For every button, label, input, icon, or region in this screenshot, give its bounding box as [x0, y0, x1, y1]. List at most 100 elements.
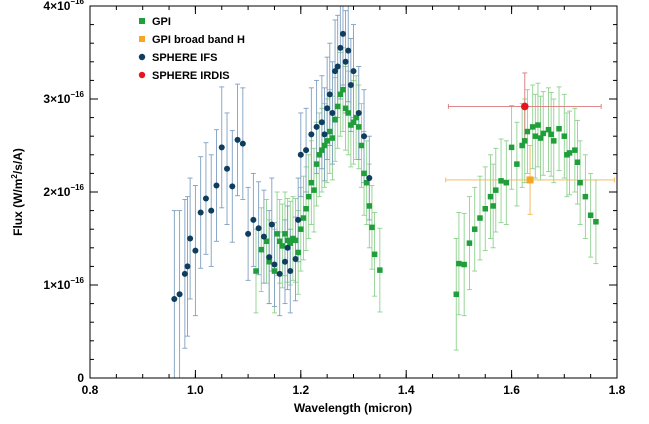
- gpi-point: [303, 205, 309, 212]
- gpi-point: [508, 144, 515, 151]
- gpi-point: [524, 128, 531, 135]
- sphere-ifs-point: [171, 295, 178, 302]
- sphere-ifs-point: [234, 136, 241, 143]
- sphere-ifs-point: [342, 58, 349, 65]
- y-tick-label: 2×10−16: [43, 183, 84, 199]
- gpi-point: [490, 203, 496, 209]
- axes-ticks: [89, 5, 618, 379]
- sphere-ifs-point: [318, 119, 325, 126]
- y-tick-labels: 0 1×10−16 2×10−16 3×10−16 4×10−16: [43, 0, 84, 385]
- sphere-ifs-point: [287, 268, 294, 275]
- legend-label-sphere-irdis: SPHERE IRDIS: [152, 70, 230, 82]
- legend-marker-gpi: [139, 18, 145, 24]
- gpi-point: [537, 135, 544, 141]
- gpi-point: [316, 152, 322, 158]
- x-tick-label: 1.0: [187, 383, 204, 397]
- sphere-ifs-point: [292, 255, 299, 262]
- gpi-point: [519, 142, 525, 149]
- gpi-point: [535, 122, 541, 128]
- gpi-point: [274, 231, 280, 237]
- x-tick-labels: 0.8 1.0 1.2 1.4 1.6 1.8: [82, 383, 626, 397]
- gpi-point: [298, 226, 304, 232]
- sphere-ifs-point: [202, 195, 209, 202]
- gpi-point: [582, 193, 589, 200]
- sphere-ifs-point: [192, 247, 199, 254]
- gpi-point: [319, 147, 325, 153]
- sphere-ifs-point: [245, 230, 252, 237]
- gpi-point: [540, 130, 546, 137]
- gpi-point: [487, 193, 494, 200]
- gpi-point: [587, 212, 594, 218]
- gpi-point: [371, 251, 378, 258]
- gpi-point: [284, 237, 291, 244]
- legend: GPI GPI broad band H SPHERE IFS SPHERE IRDI…: [138, 16, 245, 82]
- sphere-ifs-point: [276, 270, 283, 277]
- y-axis-label-main: Flux (W/m: [11, 179, 25, 236]
- sphere-ifs-point: [281, 258, 288, 265]
- sphere-ifs-point: [295, 216, 302, 223]
- gpi-point: [532, 133, 539, 139]
- legend-label-gpi: GPI: [152, 16, 171, 28]
- x-tick-label: 1.8: [609, 383, 626, 397]
- gpi-point: [566, 150, 573, 156]
- gpi-point: [574, 159, 581, 165]
- sphere-ifs-point: [366, 175, 373, 182]
- gpi-point: [453, 291, 460, 298]
- gpi-point: [340, 86, 346, 93]
- legend-label-sphere-ifs: SPHERE IFS: [152, 52, 217, 64]
- sphere-ifs-point: [308, 131, 315, 138]
- gpi-point: [332, 116, 338, 123]
- x-axis-label: Wavelength (micron): [294, 401, 412, 415]
- sphere-ifs-point: [271, 261, 278, 268]
- gpi-point: [253, 268, 259, 274]
- gpi-point: [308, 179, 315, 186]
- gpi-point: [313, 161, 320, 167]
- sphere-ifs-point: [184, 263, 191, 270]
- gpi-point: [461, 261, 467, 268]
- gpi-point: [377, 267, 383, 273]
- gpi-point: [334, 103, 341, 110]
- sphere-ifs-point: [332, 68, 339, 75]
- gpi-point: [353, 114, 359, 121]
- gpi-point: [466, 240, 473, 246]
- gpi-point: [577, 179, 583, 186]
- gpi-point: [350, 119, 357, 125]
- legend-label-gpi-broad-band-h: GPI broad band H: [152, 34, 245, 46]
- sphere-ifs-point: [239, 140, 246, 147]
- y-axis-label-tail: /s/A): [11, 148, 25, 174]
- gpi-point: [345, 110, 351, 116]
- gpi-point: [266, 259, 272, 265]
- sphere-irdis-point: [520, 102, 529, 111]
- y-tick-label: 3×10−16: [43, 90, 84, 106]
- sphere-ifs-point: [347, 82, 354, 89]
- sphere-ifs-point: [260, 233, 267, 240]
- gpi-point: [300, 215, 307, 221]
- x-tick-label: 0.8: [82, 383, 99, 397]
- gpi-point: [305, 193, 312, 200]
- sphere-ifs-point: [355, 109, 362, 116]
- gpi-point: [456, 260, 462, 267]
- gpi-point: [366, 203, 373, 209]
- gpi-point: [363, 179, 370, 186]
- markers-layer: [171, 30, 599, 302]
- gpi-point: [348, 122, 354, 128]
- sphere-ifs-point: [297, 151, 304, 158]
- y-axis-label-sup: 2: [10, 174, 19, 179]
- gpi-point: [551, 138, 557, 144]
- gpi-point: [292, 237, 299, 244]
- gpi-point: [522, 138, 528, 144]
- sphere-ifs-point: [350, 68, 357, 75]
- gpi-point: [337, 91, 344, 98]
- gpi-broad-band-h-point: [526, 176, 534, 184]
- sphere-ifs-point: [208, 207, 215, 214]
- y-tick-label: 4×10−16: [43, 0, 84, 13]
- sphere-ifs-point: [321, 131, 328, 138]
- sphere-ifs-point: [268, 221, 275, 228]
- y-axis-label: Flux (W/m2/s/A): [10, 148, 25, 236]
- gpi-point: [263, 238, 270, 245]
- gpi-point: [311, 187, 317, 193]
- sphere-ifs-point: [326, 91, 333, 98]
- error-bars-layer: [171, 5, 615, 379]
- gpi-point: [279, 243, 286, 249]
- sphere-ifs-point: [224, 165, 231, 172]
